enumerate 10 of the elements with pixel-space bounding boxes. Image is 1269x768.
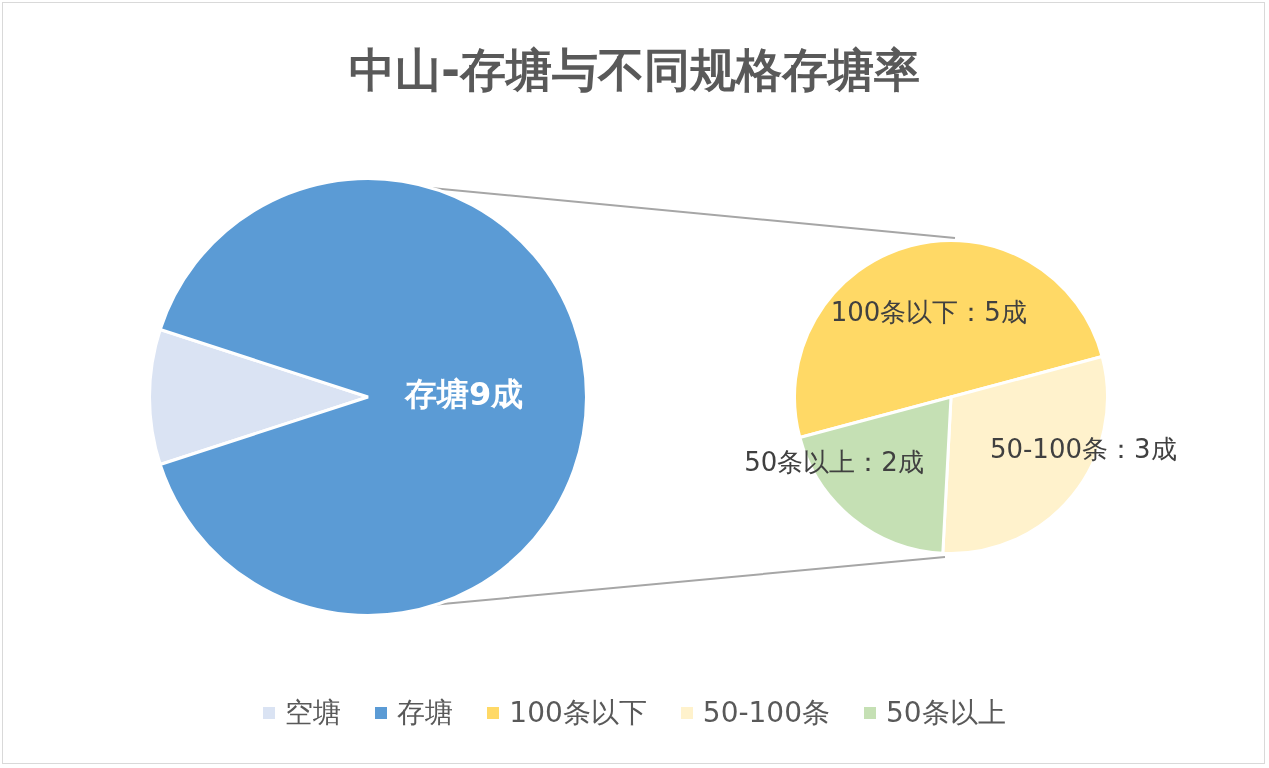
data-label: 存塘9成 — [404, 375, 524, 414]
data-label: 50-100条：3成 — [989, 433, 1177, 464]
legend-label: 50条以上 — [886, 695, 1006, 731]
legend-label: 空塘 — [285, 695, 342, 731]
legend-label: 存塘 — [397, 695, 454, 731]
data-label: 50条以上：2成 — [744, 446, 924, 477]
legend-label: 100条以下 — [509, 695, 647, 731]
chart-title: 中山-存塘与不同规格存塘率 — [347, 42, 922, 99]
data-label: 100条以下：5成 — [830, 296, 1027, 327]
legend-label: 50-100条 — [702, 695, 830, 731]
